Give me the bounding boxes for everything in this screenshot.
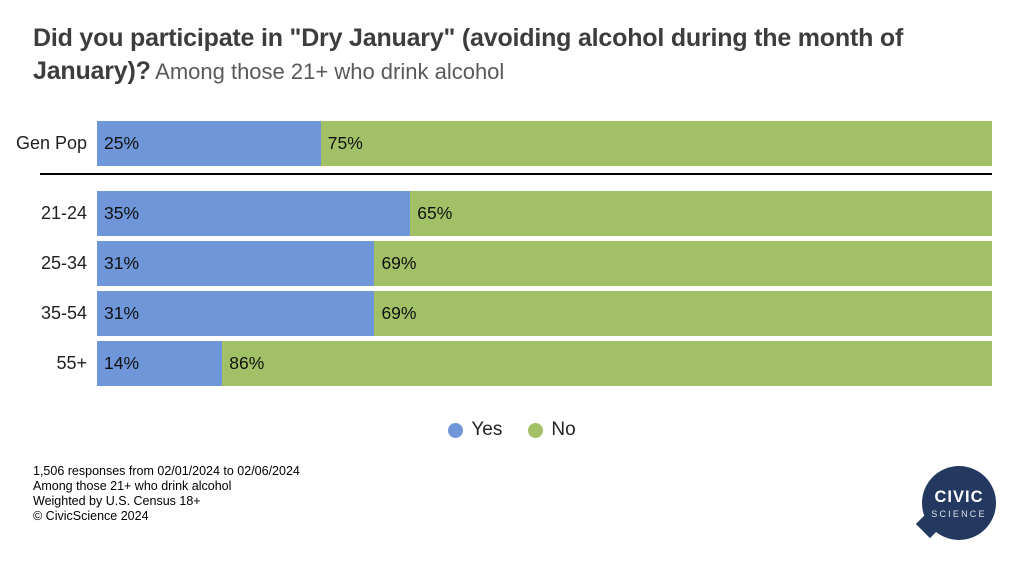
chart-rows: Gen Pop 25% 75% 21-24 35% 65% 25-34 31% 69% 35-54… [0, 121, 992, 391]
bar-segment-no: 86% [222, 341, 992, 386]
legend-label-yes: Yes [471, 419, 503, 440]
stacked-bar: 14% 86% [97, 341, 992, 386]
bar-segment-yes: 31% [97, 291, 375, 336]
stacked-bar: 31% 69% [97, 291, 992, 336]
segment-value-label: 25% [104, 133, 140, 153]
row-label: 35-54 [40, 303, 87, 323]
footnote-line: Weighted by U.S. Census 18+ [33, 494, 201, 508]
logo-text-science: SCIENCE [931, 508, 987, 519]
legend-dot-no-icon [528, 422, 544, 438]
gen-pop-divider [40, 173, 992, 175]
segment-value-label: 86% [229, 353, 265, 373]
segment-value-label: 69% [381, 253, 417, 273]
legend-dot-yes-icon [448, 422, 464, 438]
chart-row: 21-24 35% 65% [0, 191, 992, 236]
chart-title: Did you participate in "Dry January" (av… [33, 24, 904, 85]
chart-row: 35-54 31% 69% [0, 291, 992, 336]
logo-text-civic: CIVIC [934, 487, 984, 506]
footnote-block: 1,506 responses from 02/01/2024 to 02/06… [33, 464, 300, 524]
segment-value-label: 31% [104, 253, 140, 273]
civicscience-logo-bubble-icon: CIVIC SCIENCE [922, 466, 996, 540]
chart-row: 55+ 14% 86% [0, 341, 992, 386]
stacked-bar: 35% 65% [97, 191, 992, 236]
bar-segment-no: 75% [320, 121, 992, 166]
chart-legend: Yes No [0, 419, 1024, 441]
chart-subtitle: Among those 21+ who drink alcohol [155, 59, 505, 84]
civicscience-logo: CIVIC SCIENCE [922, 466, 996, 540]
bar-segment-no: 69% [374, 291, 992, 336]
footnote-line: 1,506 responses from 02/01/2024 to 02/06… [33, 464, 300, 478]
row-label: 21-24 [40, 203, 87, 223]
segment-value-label: 69% [381, 303, 417, 323]
segment-value-label: 14% [104, 353, 140, 373]
bar-segment-yes: 35% [97, 191, 411, 236]
chart-row: 25-34 31% 69% [0, 241, 992, 286]
footnote-line: Among those 21+ who drink alcohol [33, 479, 232, 493]
row-label: 25-34 [40, 253, 87, 273]
segment-value-label: 65% [417, 203, 453, 223]
legend-label-no: No [551, 419, 576, 440]
bar-segment-yes: 14% [97, 341, 223, 386]
legend-item-yes: Yes [448, 419, 502, 441]
bar-segment-no: 69% [374, 241, 992, 286]
bar-segment-yes: 31% [97, 241, 375, 286]
footnote-line: © CivicScience 2024 [33, 509, 149, 523]
stacked-bar: 31% 69% [97, 241, 992, 286]
row-label: 55+ [56, 353, 87, 373]
chart-row: Gen Pop 25% 75% [0, 121, 992, 166]
legend-item-no: No [528, 419, 576, 441]
stacked-bar: 25% 75% [97, 121, 992, 166]
row-label: Gen Pop [15, 133, 87, 153]
segment-value-label: 35% [104, 203, 140, 223]
bar-segment-no: 65% [410, 191, 992, 236]
bar-segment-yes: 25% [97, 121, 321, 166]
segment-value-label: 75% [327, 133, 363, 153]
segment-value-label: 31% [104, 303, 140, 323]
chart-title-block: Did you participate in "Dry January" (av… [33, 22, 965, 88]
